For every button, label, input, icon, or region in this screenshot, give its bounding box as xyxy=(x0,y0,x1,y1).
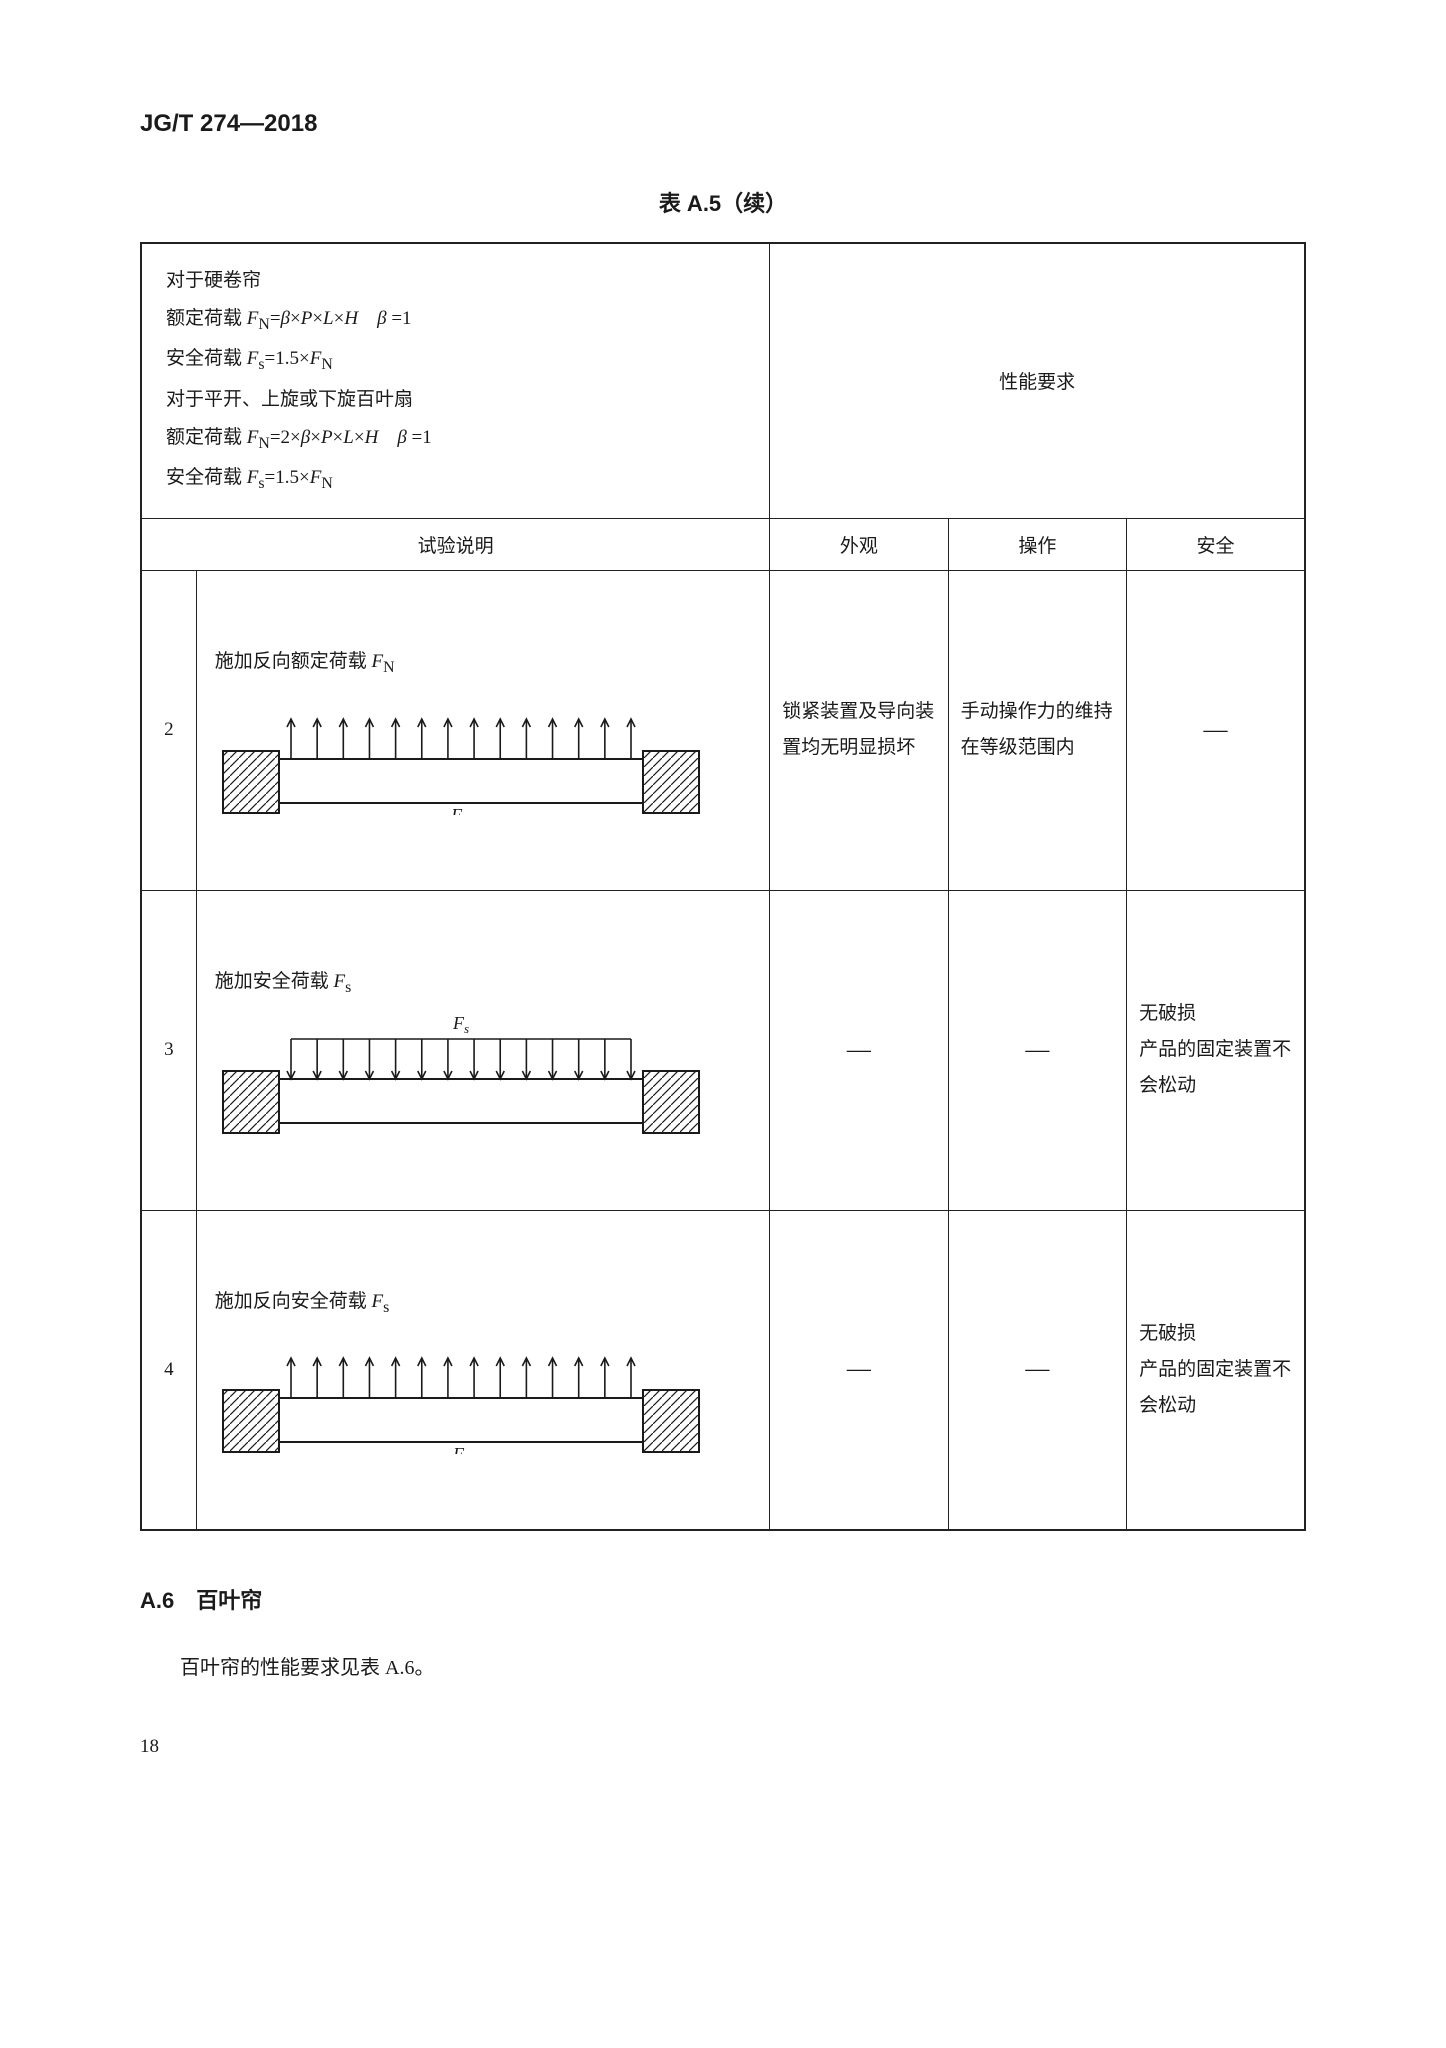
row-desc: 施加反向安全荷载 Fs Fs xyxy=(196,1210,770,1530)
row-appearance: — xyxy=(770,1210,948,1530)
row-number: 3 xyxy=(141,890,196,1210)
col-desc: 试验说明 xyxy=(141,518,770,570)
row-appearance: 锁紧装置及导向装置均无明显损坏 xyxy=(770,570,948,890)
row-desc: 施加反向额定荷载 FN FN xyxy=(196,570,770,890)
diagram-title: 施加安全荷载 Fs xyxy=(215,966,752,997)
row-operation: 手动操作力的维持在等级范围内 xyxy=(948,570,1126,890)
spec-table: 对于硬卷帘额定荷载 FN=β×P×L×H β =1安全荷载 Fs=1.5×FN对… xyxy=(140,242,1306,1531)
col-appearance: 外观 xyxy=(770,518,948,570)
load-diagram: FN xyxy=(215,695,752,815)
section-a6-body: 百叶帘的性能要求见表 A.6。 xyxy=(180,1651,1306,1680)
load-diagram: Fs xyxy=(215,1334,752,1454)
table-row: 4施加反向安全荷载 FsFs——无破损产品的固定装置不会松动 xyxy=(141,1210,1305,1530)
diagram-title: 施加反向额定荷载 FN xyxy=(215,646,752,677)
row-appearance: — xyxy=(770,890,948,1210)
table-row: 2 施加反向额定荷载 FN FN 锁紧装置及导向装置均无明显损坏手动操作力的维持在等级… xyxy=(141,570,1305,890)
page-number: 18 xyxy=(140,1736,1306,1758)
table-title: 表 A.5（续） xyxy=(140,186,1306,218)
diagram-title: 施加反向安全荷载 Fs xyxy=(215,1286,752,1317)
table-row: 3施加安全荷载 FsFs——无破损产品的固定装置不会松动 xyxy=(141,890,1305,1210)
svg-text:Fs: Fs xyxy=(452,1444,469,1454)
row-number: 4 xyxy=(141,1210,196,1530)
row-operation: — xyxy=(948,890,1126,1210)
load-diagram: Fs xyxy=(215,1015,752,1135)
section-a6-head: A.6 百叶帘 xyxy=(140,1583,1306,1615)
formula-block: 对于硬卷帘额定荷载 FN=β×P×L×H β =1安全荷载 Fs=1.5×FN对… xyxy=(141,243,770,518)
row-safety: 无破损产品的固定装置不会松动 xyxy=(1127,1210,1305,1530)
col-operation: 操作 xyxy=(948,518,1126,570)
row-number: 2 xyxy=(141,570,196,890)
row-operation: — xyxy=(948,1210,1126,1530)
row-safety: 无破损产品的固定装置不会松动 xyxy=(1127,890,1305,1210)
row-desc: 施加安全荷载 Fs Fs xyxy=(196,890,770,1210)
col-safety: 安全 xyxy=(1127,518,1305,570)
svg-text:Fs: Fs xyxy=(452,1015,469,1036)
standard-code: JG/T 274—2018 xyxy=(140,110,1306,138)
row-safety: — xyxy=(1127,570,1305,890)
perf-req-header: 性能要求 xyxy=(770,243,1305,518)
svg-text:FN: FN xyxy=(450,805,472,815)
